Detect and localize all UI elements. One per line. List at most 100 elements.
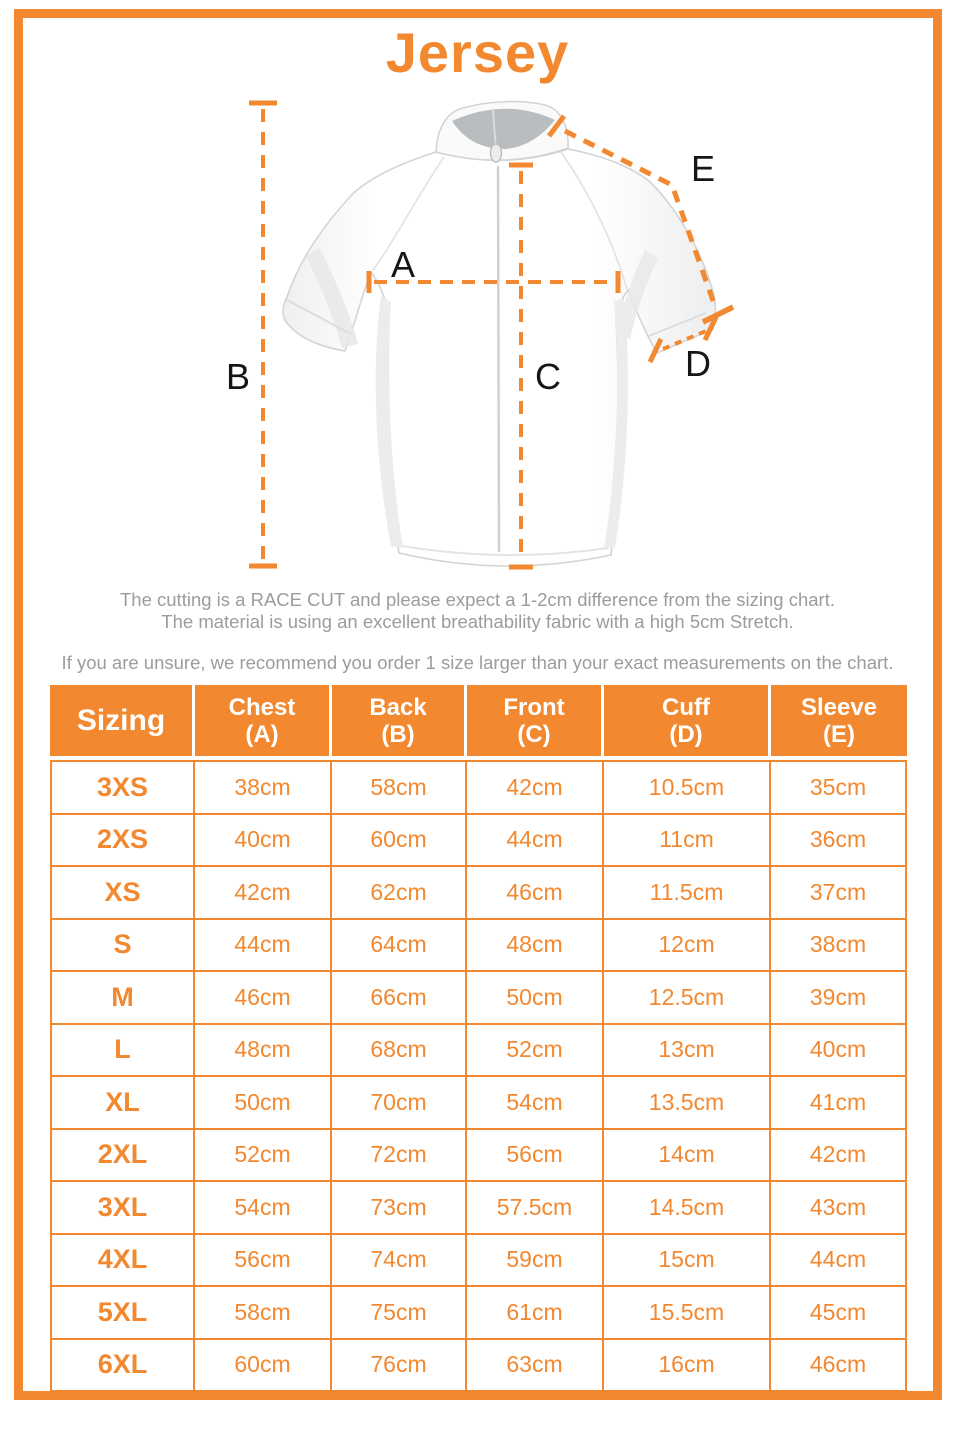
cell-cuff: 13cm bbox=[604, 1024, 771, 1077]
page-title: Jersey bbox=[385, 21, 570, 84]
cell-chest: 58cm bbox=[195, 1287, 332, 1340]
cell-size: 3XS bbox=[50, 760, 195, 815]
column-header-sizing: Sizing bbox=[50, 685, 195, 760]
race-cut-note: The cutting is a RACE CUT and please exp… bbox=[30, 589, 925, 633]
cell-size: S bbox=[50, 919, 195, 972]
cell-cuff: 12cm bbox=[604, 919, 771, 972]
cell-size: 3XL bbox=[50, 1182, 195, 1235]
cell-back: 73cm bbox=[332, 1182, 467, 1235]
measurement-cap bbox=[702, 315, 719, 342]
measurement-a bbox=[366, 271, 621, 293]
cell-back: 72cm bbox=[332, 1129, 467, 1182]
left-cuff-line bbox=[286, 299, 350, 334]
cell-chest: 48cm bbox=[195, 1024, 332, 1077]
cell-sleeve: 43cm bbox=[771, 1182, 907, 1235]
column-header-back: Back (B) bbox=[332, 685, 467, 760]
table-row: 6XL 60cm 76cm 63cm 16cm 46cm bbox=[50, 1339, 907, 1392]
cell-front: 61cm bbox=[467, 1287, 604, 1340]
neck-opening bbox=[452, 108, 555, 149]
cell-size: L bbox=[50, 1024, 195, 1077]
measurement-d bbox=[647, 315, 719, 364]
table-row: 4XL 56cm 74cm 59cm 15cm 44cm bbox=[50, 1234, 907, 1287]
cell-sleeve: 44cm bbox=[771, 1234, 907, 1287]
cell-back: 70cm bbox=[332, 1077, 467, 1130]
table-row: 2XS 40cm 60cm 44cm 11cm 36cm bbox=[50, 814, 907, 867]
cell-front: 54cm bbox=[467, 1077, 604, 1130]
cell-front: 59cm bbox=[467, 1234, 604, 1287]
cell-size: 5XL bbox=[50, 1287, 195, 1340]
cell-front: 63cm bbox=[467, 1339, 604, 1392]
right-side-panel bbox=[604, 299, 628, 549]
measurement-b bbox=[249, 100, 277, 569]
table-row: S 44cm 64cm 48cm 12cm 38cm bbox=[50, 919, 907, 972]
cell-cuff: 12.5cm bbox=[604, 972, 771, 1025]
cell-chest: 54cm bbox=[195, 1182, 332, 1235]
measurement-e bbox=[547, 114, 735, 325]
cell-front: 50cm bbox=[467, 972, 604, 1025]
cell-front: 48cm bbox=[467, 919, 604, 972]
sizing-table: Sizing Chest (A) Back (B) Front (C) Cuff (D)… bbox=[50, 685, 907, 1392]
cell-chest: 38cm bbox=[195, 760, 332, 815]
cell-chest: 52cm bbox=[195, 1129, 332, 1182]
label-front-c: C bbox=[535, 356, 561, 397]
cell-front: 52cm bbox=[467, 1024, 604, 1077]
table-row: 3XL 54cm 73cm 57.5cm 14.5cm 43cm bbox=[50, 1182, 907, 1235]
jersey-size-figure: A B C D E bbox=[226, 100, 735, 570]
cell-size: 2XS bbox=[50, 814, 195, 867]
cell-cuff: 11cm bbox=[604, 814, 771, 867]
cell-cuff: 15cm bbox=[604, 1234, 771, 1287]
size-up-note: If you are unsure, we recommend you orde… bbox=[30, 652, 925, 674]
cell-chest: 56cm bbox=[195, 1234, 332, 1287]
cell-back: 68cm bbox=[332, 1024, 467, 1077]
cell-sleeve: 39cm bbox=[771, 972, 907, 1025]
cell-sleeve: 38cm bbox=[771, 919, 907, 972]
table-row: M 46cm 66cm 50cm 12.5cm 39cm bbox=[50, 972, 907, 1025]
cell-chest: 50cm bbox=[195, 1077, 332, 1130]
cell-sleeve: 35cm bbox=[771, 760, 907, 815]
cell-back: 76cm bbox=[332, 1339, 467, 1392]
cell-back: 64cm bbox=[332, 919, 467, 972]
table-header-row: Sizing Chest (A) Back (B) Front (C) Cuff (D)… bbox=[50, 685, 907, 760]
cell-cuff: 11.5cm bbox=[604, 867, 771, 920]
cell-cuff: 14.5cm bbox=[604, 1182, 771, 1235]
note-line-3: If you are unsure, we recommend you orde… bbox=[61, 652, 894, 673]
table-row: 5XL 58cm 75cm 61cm 15.5cm 45cm bbox=[50, 1287, 907, 1340]
cell-cuff: 16cm bbox=[604, 1339, 771, 1392]
measurement-cap bbox=[547, 114, 566, 138]
cell-size: XS bbox=[50, 867, 195, 920]
cell-chest: 42cm bbox=[195, 867, 332, 920]
measurement-c bbox=[509, 162, 533, 570]
label-chest-a: A bbox=[391, 244, 415, 285]
cell-cuff: 15.5cm bbox=[604, 1287, 771, 1340]
cell-chest: 40cm bbox=[195, 814, 332, 867]
cell-back: 75cm bbox=[332, 1287, 467, 1340]
cell-cuff: 10.5cm bbox=[604, 760, 771, 815]
table-row: 3XS 38cm 58cm 42cm 10.5cm 35cm bbox=[50, 760, 907, 815]
cell-back: 74cm bbox=[332, 1234, 467, 1287]
cell-cuff: 14cm bbox=[604, 1129, 771, 1182]
cell-front: 56cm bbox=[467, 1129, 604, 1182]
measurement-cap bbox=[647, 337, 664, 364]
cell-front: 44cm bbox=[467, 814, 604, 867]
left-raglan-seam bbox=[372, 156, 445, 271]
measurement-cap bbox=[701, 304, 735, 325]
cell-front: 57.5cm bbox=[467, 1182, 604, 1235]
cell-chest: 44cm bbox=[195, 919, 332, 972]
cell-front: 46cm bbox=[467, 867, 604, 920]
cell-back: 66cm bbox=[332, 972, 467, 1025]
cell-sleeve: 41cm bbox=[771, 1077, 907, 1130]
cell-sleeve: 36cm bbox=[771, 814, 907, 867]
cell-size: M bbox=[50, 972, 195, 1025]
cell-size: XL bbox=[50, 1077, 195, 1130]
cell-back: 60cm bbox=[332, 814, 467, 867]
cell-sleeve: 45cm bbox=[771, 1287, 907, 1340]
cell-sleeve: 42cm bbox=[771, 1129, 907, 1182]
right-raglan-seam bbox=[560, 151, 628, 290]
column-header-cuff: Cuff (D) bbox=[604, 685, 771, 760]
label-back-b: B bbox=[226, 356, 250, 397]
cell-size: 2XL bbox=[50, 1129, 195, 1182]
hem-line bbox=[401, 545, 609, 557]
zipper-line bbox=[496, 165, 501, 553]
right-underarm-mesh bbox=[618, 250, 658, 340]
